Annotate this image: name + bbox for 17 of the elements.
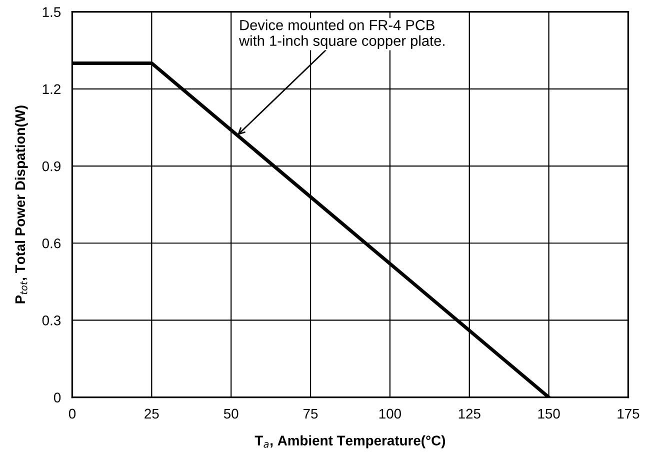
y-tick-label: 0 [54, 392, 61, 402]
x-axis-title: T$_{a}$, Ambient Temperature(°C) [254, 435, 446, 448]
x-tick-label: 150 [538, 408, 560, 419]
x-tick-label: 75 [304, 408, 318, 419]
annotation: Device mounted on FR-4 PCB with 1-inch square copper plate. [239, 20, 444, 49]
x-tick-label: 25 [144, 408, 159, 419]
y-tick-label: 1.2 [42, 84, 60, 94]
x-tick-label: 125 [458, 408, 480, 419]
y-tick-label: 1.5 [42, 7, 61, 17]
y-tick-label: 0.3 [42, 316, 61, 326]
x-tick-label: 0 [68, 408, 76, 419]
y-tick-label: 0.6 [42, 238, 61, 248]
x-tick-label: 175 [618, 408, 640, 419]
y-axis-title: P$_{tot}$, Total Power Dispation(W) [14, 106, 28, 304]
x-tick-label: 100 [379, 408, 401, 419]
y-tick-label: 0.9 [42, 161, 60, 172]
x-tick-label: 50 [224, 408, 238, 419]
